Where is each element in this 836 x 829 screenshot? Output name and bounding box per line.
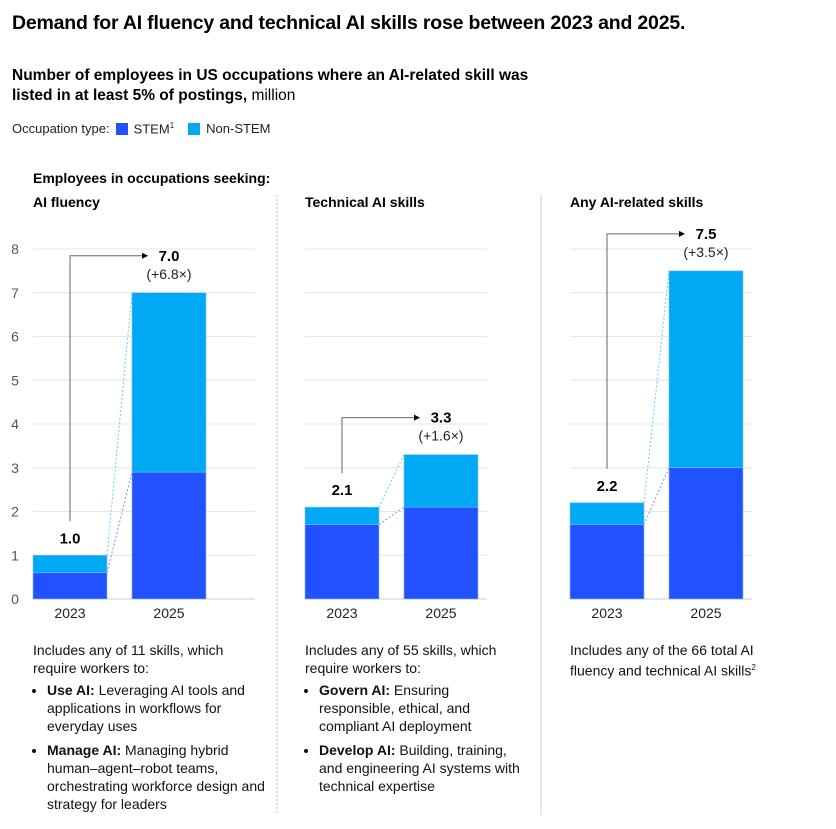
connector-line bbox=[378, 506, 405, 526]
description-intro: Includes any of 11 skills, which require… bbox=[33, 642, 224, 676]
y-tick-label: 6 bbox=[11, 329, 19, 345]
chart-title: Demand for AI fluency and technical AI s… bbox=[12, 12, 686, 34]
description-bullet: Govern AI: Ensuring responsible, ethical… bbox=[319, 681, 525, 735]
bar-non-stem-2025 bbox=[131, 292, 207, 473]
y-tick-label: 1 bbox=[11, 547, 19, 563]
bar-stem-2023 bbox=[32, 572, 108, 600]
y-tick-label: 2 bbox=[11, 504, 19, 520]
connector-line bbox=[643, 467, 670, 525]
y-tick-label: 4 bbox=[11, 416, 19, 432]
legend-swatch-stem bbox=[115, 122, 128, 135]
bar-stem-2025 bbox=[668, 467, 744, 600]
section-heading: Employees in occupations seeking: bbox=[33, 170, 271, 186]
x-tick-label: 2025 bbox=[425, 605, 456, 621]
growth-arrow bbox=[341, 414, 420, 474]
connector-line bbox=[106, 472, 133, 573]
panel-title: Any AI-related skills bbox=[570, 194, 704, 210]
total-label-2023: 2.1 bbox=[332, 482, 353, 499]
panel-title: AI fluency bbox=[33, 194, 100, 210]
growth-arrow bbox=[69, 252, 148, 522]
change-label: (+6.8×) bbox=[146, 266, 191, 282]
connector-line bbox=[378, 454, 405, 508]
x-tick-label: 2025 bbox=[153, 605, 184, 621]
total-label-2025: 3.3 bbox=[431, 410, 452, 427]
change-label: (+3.5×) bbox=[683, 244, 728, 260]
connector-line bbox=[643, 270, 670, 503]
panel-description: Includes any of 55 skills, which require… bbox=[305, 641, 525, 801]
description-bullet: Develop AI: Building, training, and engi… bbox=[319, 741, 525, 795]
description-intro: Includes any of the 66 total AI fluency … bbox=[570, 642, 754, 679]
bar-stem-2023 bbox=[304, 524, 380, 600]
bar-non-stem-2023 bbox=[304, 506, 380, 525]
bar-stem-2025 bbox=[131, 471, 207, 600]
bar-stem-2025 bbox=[403, 506, 479, 600]
panel-title: Technical AI skills bbox=[305, 194, 425, 210]
growth-arrow bbox=[606, 230, 685, 469]
total-label-2023: 1.0 bbox=[60, 530, 81, 547]
chart-subtitle: Number of employees in US occupations wh… bbox=[12, 66, 572, 106]
y-tick-label: 0 bbox=[11, 591, 19, 607]
legend-label: Occupation type: bbox=[12, 121, 110, 137]
description-bullet: Manage AI: Managing hybrid human–agent–r… bbox=[47, 741, 268, 813]
total-label-2025: 7.5 bbox=[696, 226, 717, 243]
x-tick-label: 2023 bbox=[591, 605, 622, 621]
subtitle-bold: Number of employees in US occupations wh… bbox=[12, 67, 529, 104]
bar-stem-2023 bbox=[569, 524, 645, 600]
legend-swatch-non-stem bbox=[188, 122, 201, 135]
y-tick-label: 7 bbox=[11, 285, 19, 301]
total-label-2023: 2.2 bbox=[597, 478, 618, 495]
bar-non-stem-2025 bbox=[403, 454, 479, 508]
bar-non-stem-2023 bbox=[569, 502, 645, 525]
legend: Occupation type: STEM1 Non-STEM bbox=[12, 121, 270, 136]
bar-non-stem-2023 bbox=[32, 554, 108, 574]
panel-description: Includes any of the 66 total AI fluency … bbox=[570, 642, 756, 679]
y-tick-label: 3 bbox=[11, 460, 19, 476]
legend-item-non-stem: Non-STEM bbox=[206, 121, 271, 137]
total-label-2025: 7.0 bbox=[159, 248, 180, 265]
y-tick-label: 8 bbox=[11, 241, 19, 257]
change-label: (+1.6×) bbox=[418, 428, 463, 444]
legend-item-stem: STEM1 bbox=[133, 121, 175, 137]
panel-description: Includes any of 11 skills, which require… bbox=[33, 641, 268, 819]
x-tick-label: 2023 bbox=[54, 605, 85, 621]
description-intro: Includes any of 55 skills, which require… bbox=[305, 642, 497, 676]
bar-non-stem-2025 bbox=[668, 270, 744, 469]
description-bullet: Use AI: Leveraging AI tools and applicat… bbox=[47, 681, 268, 735]
subtitle-unit: million bbox=[247, 87, 296, 104]
x-tick-label: 2025 bbox=[690, 605, 721, 621]
x-tick-label: 2023 bbox=[326, 605, 357, 621]
y-tick-label: 5 bbox=[11, 372, 19, 388]
